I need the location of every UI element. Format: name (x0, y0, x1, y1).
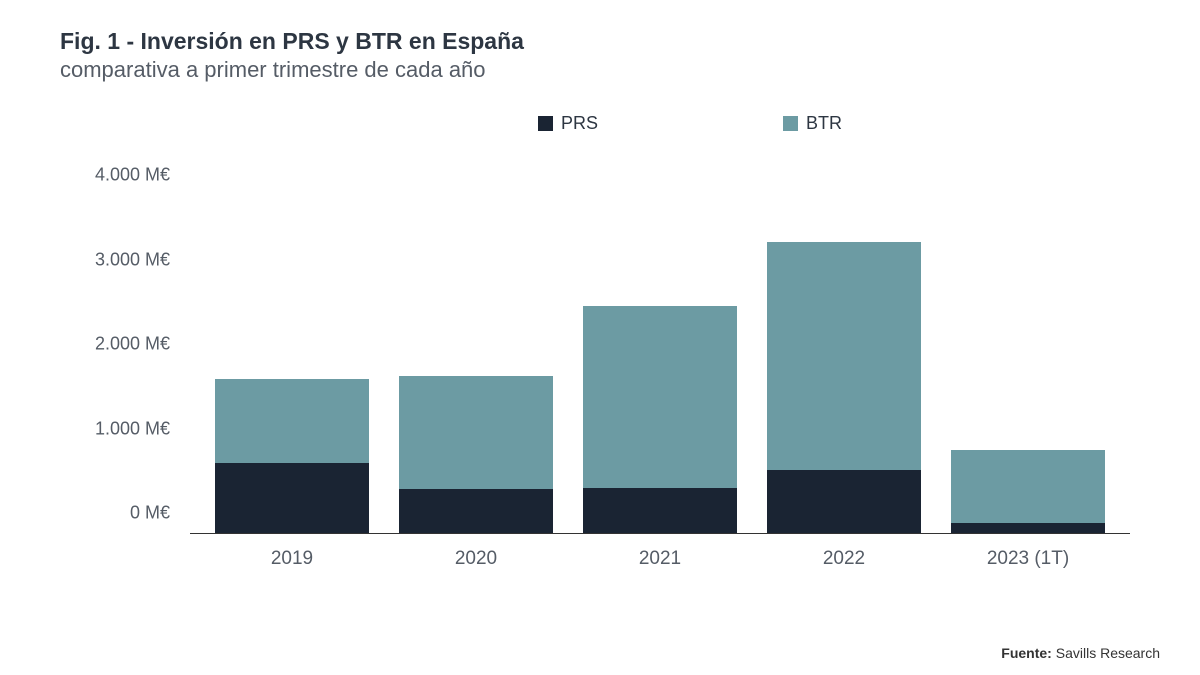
legend-item-prs: PRS (538, 113, 598, 134)
bar-segment-prs (215, 463, 370, 533)
x-tick-label: 2020 (384, 534, 568, 584)
y-tick-label: 3.000 M€ (95, 249, 170, 270)
bar-slot (384, 154, 568, 533)
source-value: Savills Research (1056, 645, 1160, 661)
bar-slot (936, 154, 1120, 533)
bar-stack (951, 450, 1106, 533)
x-tick-label: 2019 (200, 534, 384, 584)
bar-segment-btr (767, 242, 922, 469)
bar-stack (399, 376, 554, 533)
bar-segment-prs (399, 489, 554, 533)
chart-legend: PRS BTR (60, 113, 1140, 136)
legend-swatch-prs (538, 116, 553, 131)
chart-title-block: Fig. 1 - Inversión en PRS y BTR en Españ… (60, 28, 1140, 83)
y-tick-label: 2.000 M€ (95, 334, 170, 355)
legend-swatch-btr (783, 116, 798, 131)
bar-segment-prs (583, 488, 738, 533)
bar-segment-btr (951, 450, 1106, 523)
bar-slot (752, 154, 936, 533)
plot-area (190, 154, 1130, 534)
y-tick-label: 0 M€ (130, 503, 170, 524)
source-line: Fuente: Savills Research (1001, 645, 1160, 661)
chart-subtitle: comparativa a primer trimestre de cada a… (60, 57, 1140, 83)
bar-slot (200, 154, 384, 533)
legend-label-btr: BTR (806, 113, 842, 134)
bar-segment-btr (215, 379, 370, 463)
x-tick-label: 2023 (1T) (936, 534, 1120, 584)
bar-stack (767, 242, 922, 533)
bar-stack (583, 306, 738, 533)
bars-row (190, 154, 1130, 533)
chart-title-bold: Fig. 1 - Inversión en PRS y BTR en Españ… (60, 28, 524, 54)
x-tick-label: 2022 (752, 534, 936, 584)
legend-item-btr: BTR (783, 113, 842, 134)
bar-segment-btr (583, 306, 738, 487)
bar-stack (215, 379, 370, 533)
bar-segment-btr (399, 376, 554, 490)
chart-area: 0 M€ 1.000 M€ 2.000 M€ 3.000 M€ 4.000 M€ 201… (70, 154, 1140, 584)
legend-label-prs: PRS (561, 113, 598, 134)
y-tick-label: 1.000 M€ (95, 418, 170, 439)
bar-slot (568, 154, 752, 533)
bar-segment-prs (767, 470, 922, 533)
y-tick-label: 4.000 M€ (95, 165, 170, 186)
y-axis: 0 M€ 1.000 M€ 2.000 M€ 3.000 M€ 4.000 M€ (70, 154, 190, 534)
source-label: Fuente: (1001, 645, 1052, 661)
x-tick-label: 2021 (568, 534, 752, 584)
bar-segment-prs (951, 523, 1106, 533)
x-axis-labels: 20192020202120222023 (1T) (190, 534, 1130, 584)
